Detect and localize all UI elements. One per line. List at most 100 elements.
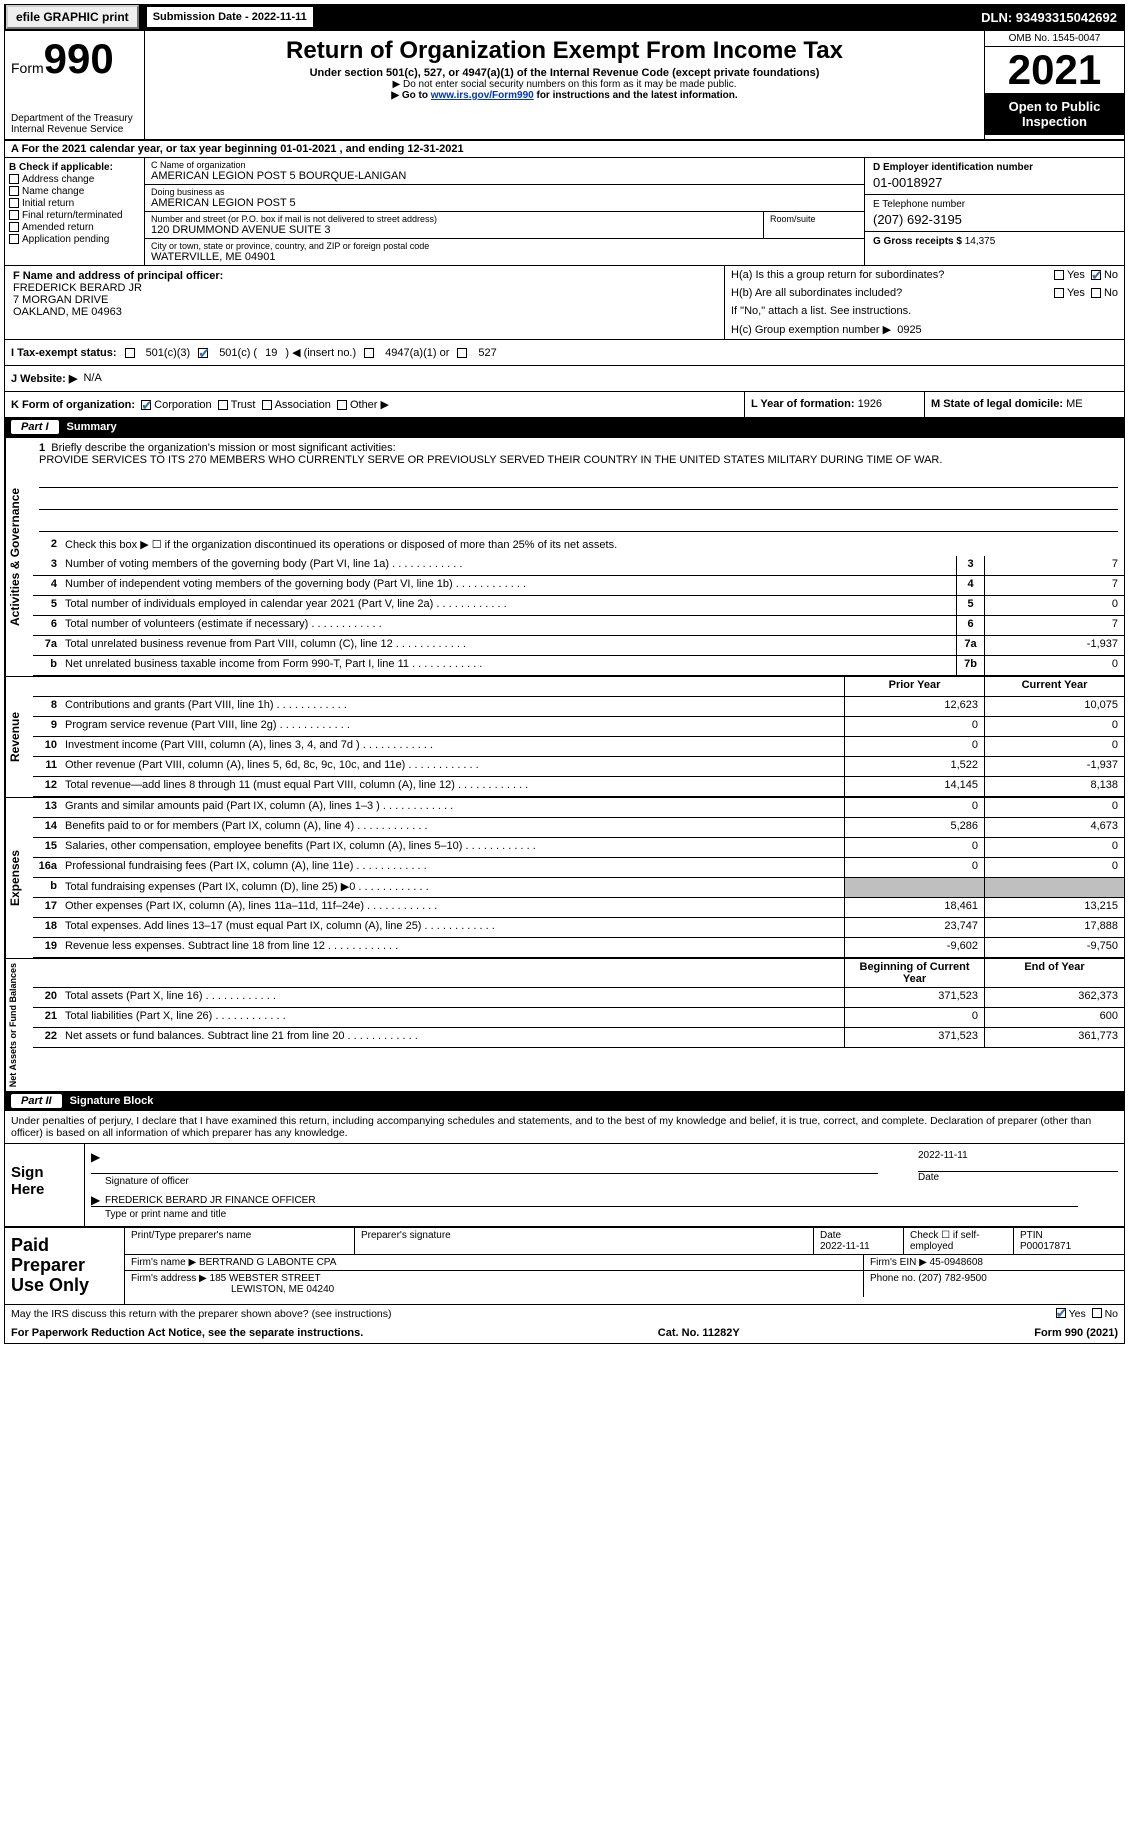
signature-declaration: Under penalties of perjury, I declare th… xyxy=(5,1111,1124,1144)
line-12: 12 Total revenue—add lines 8 through 11 … xyxy=(33,777,1124,797)
website-label: J Website: ▶ xyxy=(11,372,77,385)
line-16a: 16a Professional fundraising fees (Part … xyxy=(33,858,1124,878)
part1-num: Part I xyxy=(11,420,59,434)
line-22: 22 Net assets or fund balances. Subtract… xyxy=(33,1028,1124,1048)
line-2: Check this box ▶ ☐ if the organization d… xyxy=(61,536,1124,556)
line-k: K Form of organization: Corporation Trus… xyxy=(5,391,1124,417)
ha-label: H(a) Is this a group return for subordin… xyxy=(731,269,1054,281)
officer-addr2: OAKLAND, ME 04963 xyxy=(13,306,716,318)
column-f: F Name and address of principal officer:… xyxy=(5,266,724,339)
officer-name: FREDERICK BERARD JR xyxy=(13,282,716,294)
top-bar: efile GRAPHIC print Submission Date - 20… xyxy=(4,4,1125,30)
prep-date: 2022-11-11 xyxy=(820,1241,870,1252)
part1-title: Summary xyxy=(67,421,117,433)
line-5: 5 Total number of individuals employed i… xyxy=(33,596,1124,616)
tab-activities: Activities & Governance xyxy=(5,438,33,676)
ha-no[interactable] xyxy=(1091,270,1101,280)
org-name: AMERICAN LEGION POST 5 BOURQUE-LANIGAN xyxy=(151,170,858,182)
tel-value: (207) 692-3195 xyxy=(873,212,1116,227)
sig-officer-label: Signature of officer xyxy=(91,1176,918,1187)
chk-assoc[interactable] xyxy=(262,400,272,410)
column-de: D Employer identification number 01-0018… xyxy=(864,158,1124,265)
line-j: J Website: ▶ N/A xyxy=(5,365,1124,391)
ein-label: D Employer identification number xyxy=(873,162,1116,173)
section-fh: F Name and address of principal officer:… xyxy=(5,265,1124,339)
gross-label: G Gross receipts $ xyxy=(873,236,962,247)
form-container: Form990 Department of the Treasury Inter… xyxy=(4,30,1125,1344)
hb-no[interactable] xyxy=(1091,288,1101,298)
chk-name-change[interactable] xyxy=(9,186,19,196)
line-18: 18 Total expenses. Add lines 13–17 (must… xyxy=(33,918,1124,938)
line-a: A For the 2021 calendar year, or tax yea… xyxy=(5,141,1124,158)
chk-initial-return[interactable] xyxy=(9,198,19,208)
dept-treasury: Department of the Treasury xyxy=(11,113,138,124)
part1-header: Part I Summary xyxy=(5,417,1124,437)
line-4: 4 Number of independent voting members o… xyxy=(33,576,1124,596)
domicile-label: M State of legal domicile: xyxy=(931,398,1063,410)
dba-label: Doing business as xyxy=(151,187,858,197)
line-1: 1 Briefly describe the organization's mi… xyxy=(33,438,1124,536)
domicile-value: ME xyxy=(1066,398,1083,410)
sig-date-label: Date xyxy=(918,1172,1118,1183)
ptin: P00017871 xyxy=(1020,1241,1071,1252)
chk-501c3[interactable] xyxy=(125,348,135,358)
hb-yes[interactable] xyxy=(1054,288,1064,298)
tab-revenue: Revenue xyxy=(5,677,33,797)
paid-preparer-label: Paid Preparer Use Only xyxy=(5,1228,125,1303)
efile-button[interactable]: efile GRAPHIC print xyxy=(6,5,139,29)
tab-netassets: Net Assets or Fund Balances xyxy=(5,959,33,1091)
hc-label: H(c) Group exemption number ▶ xyxy=(731,323,891,336)
chk-501c[interactable] xyxy=(198,348,208,358)
paid-preparer: Paid Preparer Use Only Print/Type prepar… xyxy=(5,1226,1124,1303)
current-year-hdr: Current Year xyxy=(984,677,1124,696)
part2-header: Part II Signature Block xyxy=(5,1091,1124,1111)
chk-527[interactable] xyxy=(457,348,467,358)
city-value: WATERVILLE, ME 04901 xyxy=(151,251,858,263)
end-year-hdr: End of Year xyxy=(984,959,1124,987)
chk-amended[interactable] xyxy=(9,222,19,232)
chk-trust[interactable] xyxy=(218,400,228,410)
hb-label: H(b) Are all subordinates included? xyxy=(731,287,1054,299)
tax-year: 2021 xyxy=(985,47,1124,93)
irs-label: Internal Revenue Service xyxy=(11,124,138,135)
chk-corp[interactable] xyxy=(141,400,151,410)
discuss-no[interactable] xyxy=(1092,1308,1102,1318)
tel-label: E Telephone number xyxy=(873,199,1116,210)
line-11: 11 Other revenue (Part VIII, column (A),… xyxy=(33,757,1124,777)
submission-date: Submission Date - 2022-11-11 xyxy=(147,7,313,27)
street-label: Number and street (or P.O. box if mail i… xyxy=(151,214,757,224)
ein-value: 01-0018927 xyxy=(873,175,1116,190)
cat-no: Cat. No. 11282Y xyxy=(363,1327,1034,1339)
netassets-section: Net Assets or Fund Balances Beginning of… xyxy=(5,958,1124,1091)
header-right: OMB No. 1545-0047 2021 Open to Public In… xyxy=(984,31,1124,139)
irs-link[interactable]: www.irs.gov/Form990 xyxy=(431,90,534,101)
firm-addr1: 185 WEBSTER STREET xyxy=(210,1273,321,1284)
chk-final-return[interactable] xyxy=(9,210,19,220)
line-8: 8 Contributions and grants (Part VIII, l… xyxy=(33,697,1124,717)
officer-addr1: 7 MORGAN DRIVE xyxy=(13,294,716,306)
room-label: Room/suite xyxy=(770,214,858,224)
discuss-line: May the IRS discuss this return with the… xyxy=(5,1304,1124,1323)
firm-ein: 45-0948608 xyxy=(930,1257,983,1268)
officer-label: F Name and address of principal officer: xyxy=(13,270,716,282)
chk-address-change[interactable] xyxy=(9,174,19,184)
firm-phone: (207) 782-9500 xyxy=(918,1273,986,1284)
sig-date: 2022-11-11 xyxy=(918,1150,1118,1172)
chk-4947[interactable] xyxy=(364,348,374,358)
street-value: 120 DRUMMOND AVENUE SUITE 3 xyxy=(151,224,757,236)
chk-other[interactable] xyxy=(337,400,347,410)
sign-here-label: Sign Here xyxy=(5,1144,85,1226)
ha-yes[interactable] xyxy=(1054,270,1064,280)
expenses-section: Expenses 13 Grants and similar amounts p… xyxy=(5,797,1124,958)
prior-year-hdr: Prior Year xyxy=(844,677,984,696)
prep-sig-label: Preparer's signature xyxy=(355,1228,814,1254)
paperwork-notice: For Paperwork Reduction Act Notice, see … xyxy=(11,1327,363,1339)
goto-line: ▶ Go to www.irs.gov/Form990 for instruct… xyxy=(149,90,980,101)
open-inspection: Open to Public Inspection xyxy=(985,93,1124,135)
ssn-warning: ▶ Do not enter social security numbers o… xyxy=(149,79,980,90)
prep-name-label: Print/Type preparer's name xyxy=(125,1228,355,1254)
line-7a: 7a Total unrelated business revenue from… xyxy=(33,636,1124,656)
chk-app-pending[interactable] xyxy=(9,234,19,244)
discuss-yes[interactable] xyxy=(1056,1308,1066,1318)
form-subtitle: Under section 501(c), 527, or 4947(a)(1)… xyxy=(149,67,980,79)
